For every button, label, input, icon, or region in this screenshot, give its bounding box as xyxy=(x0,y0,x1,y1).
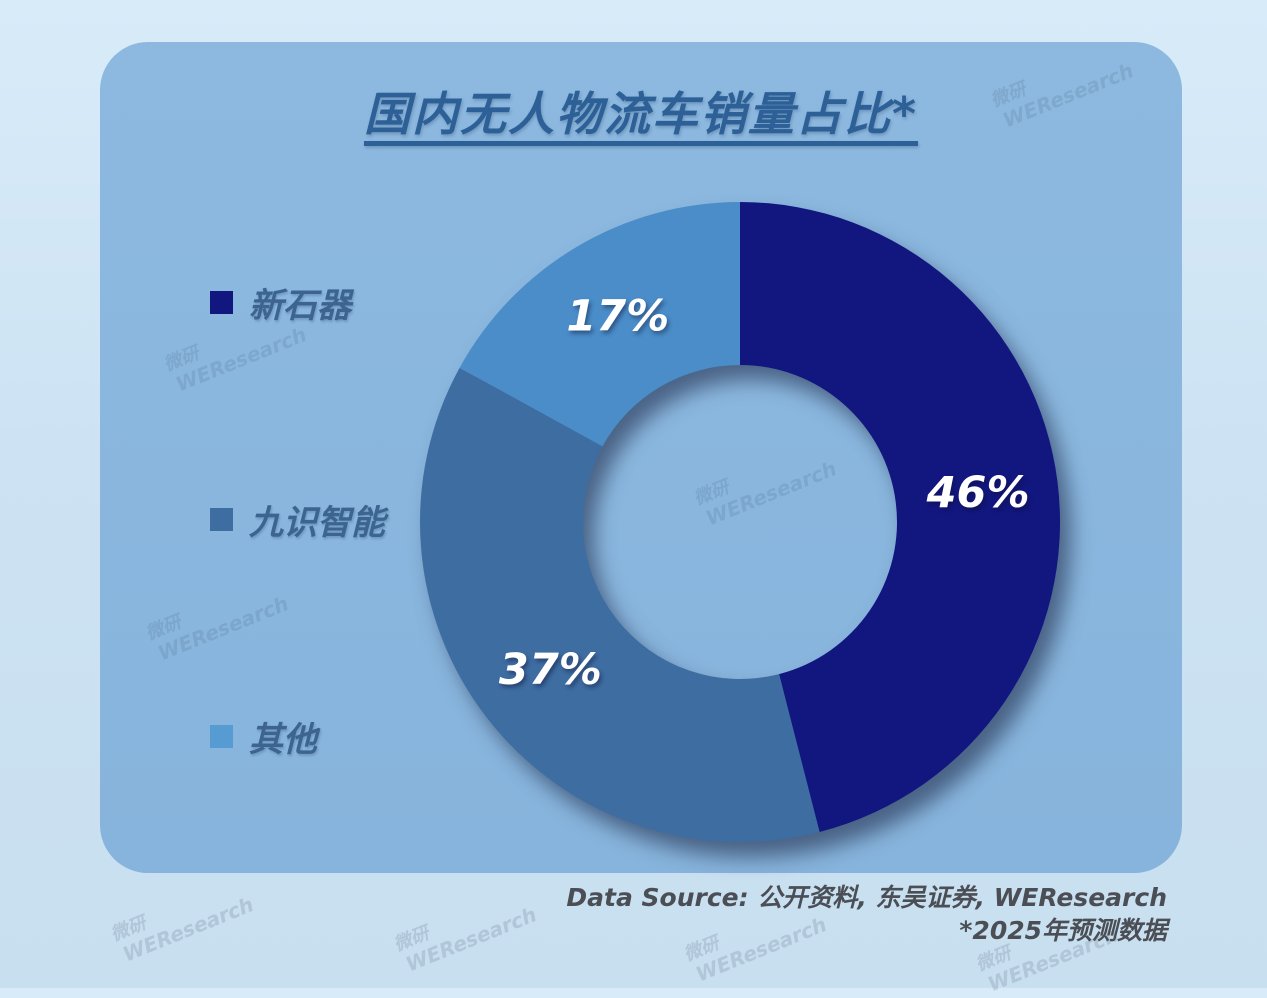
legend-label: 其他 xyxy=(249,719,317,760)
chart-card: 微研 WEResearch 微研 WEResearch 微研 WEResearch 微… xyxy=(100,42,1182,873)
pie-slice-label: 46% xyxy=(926,468,1030,518)
legend-swatch-icon xyxy=(210,724,233,748)
pie-slice-label: 17% xyxy=(566,291,669,341)
data-source: Data Source: 公开资料, 东吴证券, WEResearch *202… xyxy=(566,882,1167,947)
data-source-note: *2025年预测数据 xyxy=(959,915,1167,945)
legend-label: 九识智能 xyxy=(249,502,385,543)
legend-item-others: 其他 xyxy=(210,714,317,760)
donut-chart: 46% 37% 17% xyxy=(419,202,1061,843)
pie-slice-label: 37% xyxy=(499,645,602,695)
pie-segment-九识智能[interactable] xyxy=(419,367,820,843)
legend-swatch-icon xyxy=(210,507,233,531)
data-source-line: Data Source: 公开资料, 东吴证券, WEResearch xyxy=(566,883,1167,912)
chart-title: 国内无人物流车销量占比* xyxy=(363,87,919,141)
legend-swatch-icon xyxy=(210,290,233,314)
watermark: 微研 WEResearch xyxy=(142,590,292,666)
legend-label: 新石器 xyxy=(249,285,351,326)
legend-item-jiushi: 九识智能 xyxy=(210,497,385,543)
legend-item-xinshiqi: 新石器 xyxy=(210,280,351,326)
pie-segment-其他[interactable] xyxy=(459,202,740,447)
pie-segment-新石器[interactable] xyxy=(740,202,1061,832)
watermark: 微研 WEResearch xyxy=(107,891,257,967)
